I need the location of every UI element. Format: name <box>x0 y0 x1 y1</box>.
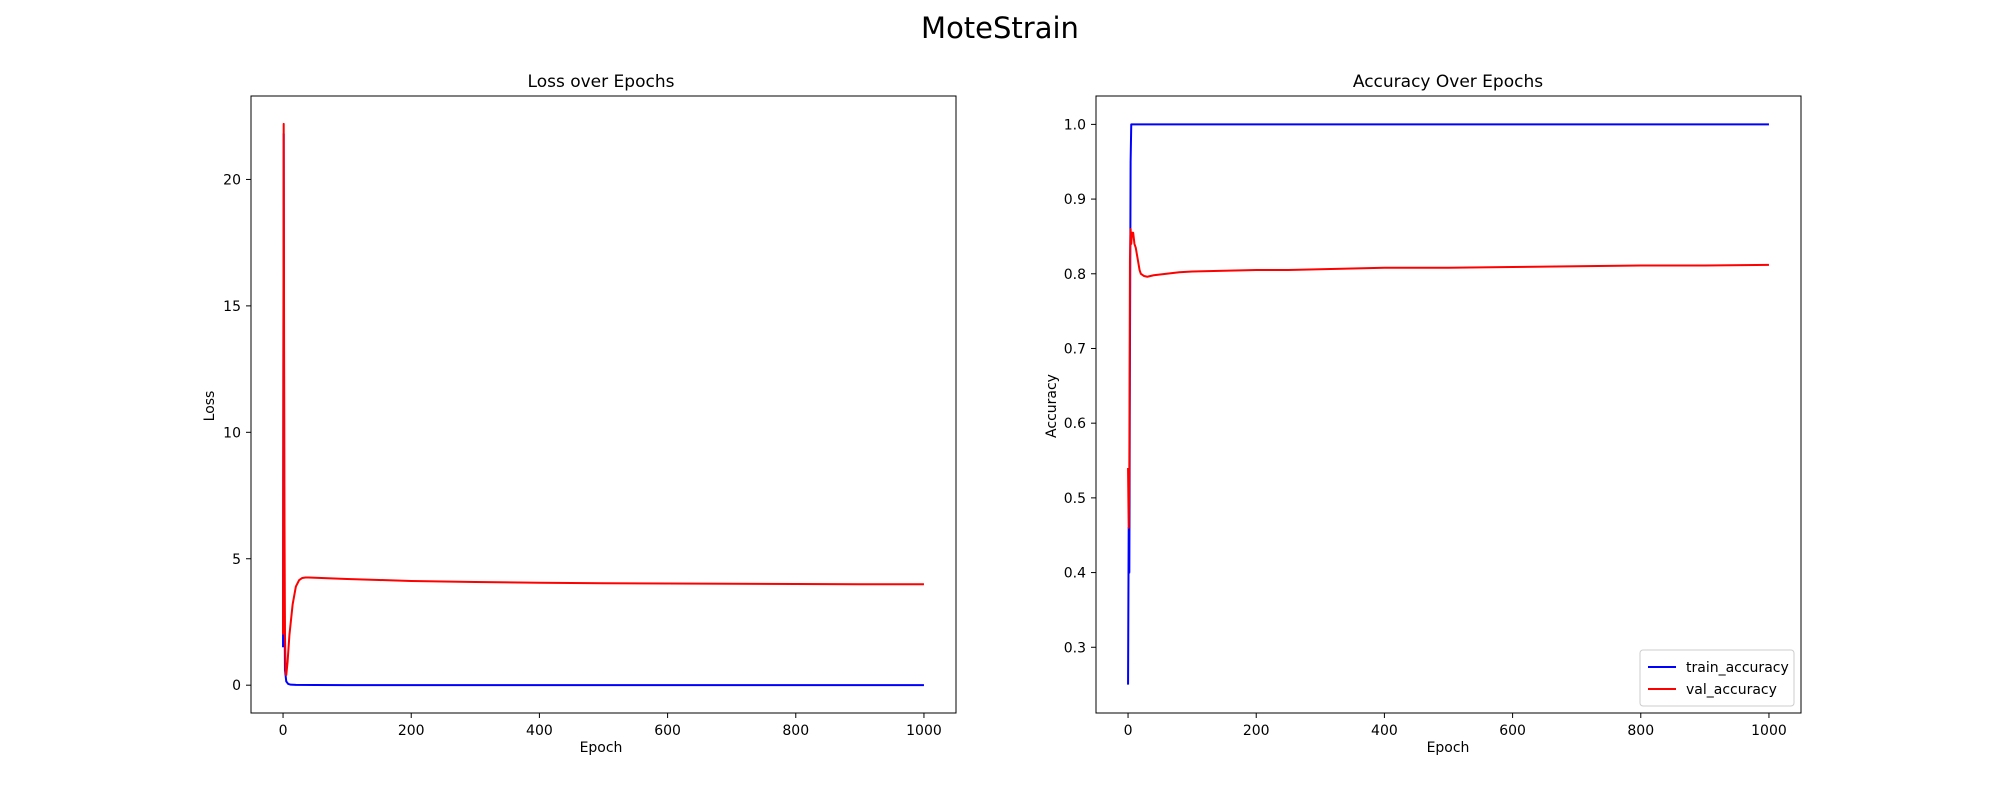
accuracy-chart-xlabel: Epoch <box>1427 740 1470 756</box>
accuracy-series-train-accuracy-line <box>1127 123 1769 685</box>
accuracy-ytick-label: 0.5 <box>1064 491 1086 507</box>
loss-ytick-label: 0 <box>232 678 241 694</box>
accuracy-ytick-label: 0.4 <box>1064 566 1086 582</box>
loss-xtick-label: 600 <box>654 723 681 739</box>
accuracy-chart-title: Accuracy Over Epochs <box>1353 72 1543 92</box>
loss-axes-frame <box>250 95 957 714</box>
loss-ytick-label: 15 <box>223 299 241 315</box>
figure-title: MoteStrain <box>921 11 1079 45</box>
accuracy-xtick-label: 400 <box>1371 723 1398 739</box>
accuracy-xtick-label: 800 <box>1627 723 1654 739</box>
loss-xtick-label: 800 <box>782 723 809 739</box>
loss-ytick-label: 5 <box>232 552 241 568</box>
accuracy-xtick-label: 600 <box>1499 723 1526 739</box>
loss-xtick-label: 0 <box>279 723 288 739</box>
loss-chart-ylabel: Loss <box>202 391 218 422</box>
accuracy-legend-label-train-accuracy: train_accuracy <box>1686 660 1789 676</box>
accuracy-xtick-label: 0 <box>1124 723 1133 739</box>
loss-chart: Loss over Epochs Epoch Loss 0 200 400 600 80… <box>202 72 957 756</box>
loss-series-1-line <box>282 122 924 677</box>
loss-xtick-label: 1000 <box>906 723 942 739</box>
loss-ytick-label: 10 <box>223 425 241 441</box>
loss-xtick-label: 200 <box>398 723 425 739</box>
loss-chart-title: Loss over Epochs <box>528 72 675 92</box>
accuracy-legend-box <box>1639 649 1795 707</box>
accuracy-legend: train_accuracy val_accuracy <box>1639 649 1795 707</box>
loss-ytick-label: 20 <box>223 172 241 188</box>
accuracy-chart-ylabel: Accuracy <box>1044 374 1060 438</box>
accuracy-xtick-label: 200 <box>1243 723 1270 739</box>
accuracy-axes-frame <box>1095 95 1802 714</box>
accuracy-ytick-label: 0.7 <box>1064 341 1086 357</box>
accuracy-series-val-accuracy-line <box>1127 227 1769 529</box>
accuracy-legend-label-val-accuracy: val_accuracy <box>1686 682 1777 698</box>
accuracy-ytick-label: 0.6 <box>1064 416 1086 432</box>
loss-series-0-line <box>282 132 924 687</box>
accuracy-chart: Accuracy Over Epochs Epoch Accuracy 0 200… <box>1044 72 1802 756</box>
accuracy-ytick-label: 0.3 <box>1064 640 1086 656</box>
accuracy-ytick-label: 0.8 <box>1064 267 1086 283</box>
loss-xtick-label: 400 <box>526 723 553 739</box>
accuracy-xtick-label: 1000 <box>1751 723 1787 739</box>
accuracy-ytick-label: 1.0 <box>1064 117 1086 133</box>
loss-chart-xlabel: Epoch <box>580 740 623 756</box>
accuracy-ytick-label: 0.9 <box>1064 192 1086 208</box>
